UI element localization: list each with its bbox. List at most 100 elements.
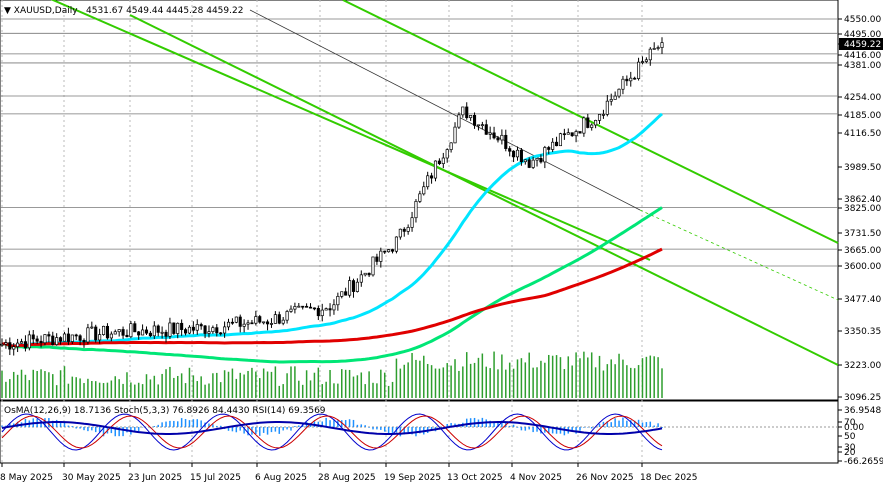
candle-body	[590, 124, 594, 128]
indicator-header: OsMA(12,26,9) 18.7136 Stoch(5,3,3) 76.89…	[4, 406, 326, 416]
candle-body	[8, 342, 12, 350]
candle-body	[437, 160, 441, 164]
candle-body	[168, 322, 172, 337]
candle-body	[254, 316, 258, 324]
ema-slow-line	[1, 247, 663, 348]
candle-body	[141, 329, 145, 336]
candle-body	[633, 77, 637, 80]
candle-body	[144, 329, 149, 334]
candle-body	[117, 329, 121, 333]
date-tick-label: 8 May 2025	[0, 473, 53, 483]
candle-body	[500, 134, 504, 141]
candle-body	[39, 340, 43, 344]
candle-body	[359, 274, 363, 283]
ema-fast-line	[1, 112, 663, 348]
candle-body	[461, 106, 465, 116]
candle-body	[457, 114, 461, 128]
candle-body	[465, 106, 469, 119]
indicator-tick-label: 20	[844, 448, 856, 458]
candle-body	[129, 323, 133, 338]
candle-body	[109, 333, 113, 339]
stochastic-signal-line	[1, 415, 663, 449]
ema-mid-line	[1, 206, 663, 364]
candle-body	[336, 295, 340, 306]
date-tick-label: 6 Aug 2025	[255, 473, 307, 483]
date-tick-label: 18 Dec 2025	[640, 473, 698, 483]
candle-body	[273, 314, 277, 324]
price-tick-label: 4185.00	[844, 111, 881, 121]
candle-body	[527, 159, 531, 168]
candle-body	[305, 305, 309, 308]
candle-body	[105, 325, 109, 339]
trend-line	[249, 9, 641, 211]
candle-body	[164, 331, 168, 337]
candle-body	[582, 117, 586, 134]
candle-body	[172, 322, 176, 334]
indicator-lines	[0, 413, 838, 451]
candle-body	[219, 332, 223, 335]
candle-body	[90, 326, 94, 329]
date-tick-label: 30 May 2025	[62, 473, 121, 483]
price-tick-label: 4381.00	[844, 61, 881, 71]
candle-body	[152, 325, 156, 337]
candle-body	[637, 61, 641, 79]
date-tick-label: 26 Nov 2025	[576, 473, 634, 483]
candle-body	[449, 142, 453, 150]
candle-body	[512, 150, 516, 158]
candle-body	[70, 334, 74, 342]
candle-body	[293, 306, 297, 310]
candle-body	[597, 114, 602, 121]
candle-body	[86, 327, 90, 343]
candle-body	[625, 78, 629, 82]
candle-body	[16, 342, 20, 347]
candle-body	[508, 148, 512, 152]
candle-body	[363, 272, 367, 276]
candle-body	[539, 158, 543, 163]
candle-body	[488, 132, 492, 135]
candle-body	[390, 249, 395, 252]
vertical-grid	[1, 0, 643, 463]
candle-body	[101, 325, 106, 335]
price-tick-label: 4550.00	[844, 15, 881, 25]
candle-body	[601, 114, 605, 116]
candle-body	[594, 120, 598, 126]
candle-body	[266, 321, 270, 325]
candle-body	[480, 124, 484, 127]
price-tick-label: 3862.40	[844, 195, 881, 205]
candle-body	[262, 321, 266, 324]
candle-body	[433, 160, 438, 179]
candle-body	[320, 309, 324, 317]
date-tick-label: 4 Nov 2025	[510, 473, 562, 483]
date-axis: 8 May 2025 30 May 2025 23 Jun 2025 15 Jul 2…	[0, 463, 698, 483]
price-tick-label: 4416.00	[844, 51, 881, 61]
candle-body	[148, 332, 152, 337]
candle-body	[328, 308, 332, 311]
price-tick-label: 4459.22	[844, 40, 881, 50]
candle-body	[340, 291, 344, 297]
candle-body	[617, 88, 621, 97]
candle-body	[289, 308, 293, 312]
candle-body	[621, 78, 625, 90]
candle-body	[578, 131, 582, 134]
indicator-tick-label: 30	[844, 443, 856, 453]
candle-body	[234, 316, 238, 323]
candle-body	[308, 306, 313, 309]
candle-body	[523, 159, 527, 163]
candle-body	[609, 99, 613, 102]
candle-body	[47, 334, 51, 337]
candle-body	[207, 331, 211, 334]
candle-body	[566, 132, 570, 135]
price-tick-label: 4495.00	[844, 30, 881, 40]
candle-body	[215, 327, 219, 334]
candle-body	[250, 322, 254, 325]
candle-body	[355, 281, 359, 292]
candle-body	[0, 343, 4, 346]
candle-body	[476, 124, 480, 127]
candle-body	[551, 141, 555, 150]
indicator-tick-label: 36.9548	[844, 406, 881, 416]
candle-body	[160, 331, 164, 334]
date-tick-label: 15 Jul 2025	[190, 473, 241, 483]
candle-body	[98, 334, 102, 341]
candle-body	[19, 341, 24, 344]
